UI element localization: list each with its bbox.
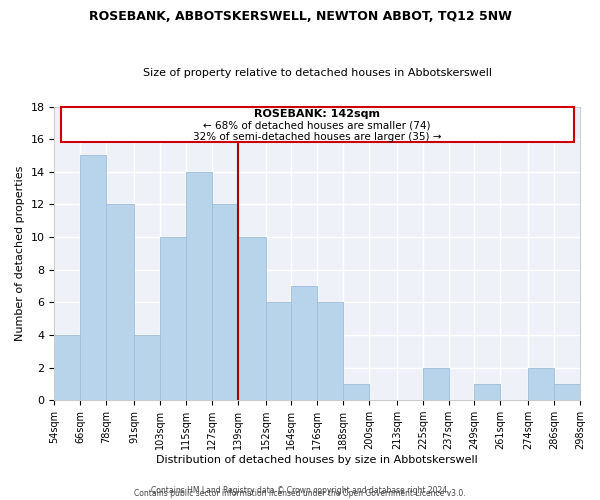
Bar <box>317 302 343 400</box>
Bar <box>55 335 80 400</box>
Y-axis label: Number of detached properties: Number of detached properties <box>15 166 25 341</box>
Bar <box>292 286 317 400</box>
Bar <box>106 204 134 400</box>
Title: Size of property relative to detached houses in Abbotskerswell: Size of property relative to detached ho… <box>143 68 492 78</box>
Text: ROSEBANK: 142sqm: ROSEBANK: 142sqm <box>254 109 380 119</box>
Bar <box>80 156 106 400</box>
Text: Contains HM Land Registry data © Crown copyright and database right 2024.: Contains HM Land Registry data © Crown c… <box>151 486 449 495</box>
Bar <box>186 172 212 400</box>
Bar <box>529 368 554 400</box>
Text: Contains public sector information licensed under the Open Government Licence v3: Contains public sector information licen… <box>134 488 466 498</box>
Text: 32% of semi-detached houses are larger (35) →: 32% of semi-detached houses are larger (… <box>193 132 442 141</box>
Bar <box>554 384 580 400</box>
Bar <box>160 237 186 400</box>
Text: ← 68% of detached houses are smaller (74): ← 68% of detached houses are smaller (74… <box>203 120 431 130</box>
Bar <box>266 302 292 400</box>
Bar <box>343 384 369 400</box>
Bar <box>212 204 238 400</box>
FancyBboxPatch shape <box>61 106 574 142</box>
Bar <box>134 335 160 400</box>
Bar <box>238 237 266 400</box>
Bar <box>475 384 500 400</box>
X-axis label: Distribution of detached houses by size in Abbotskerswell: Distribution of detached houses by size … <box>157 455 478 465</box>
Bar <box>423 368 449 400</box>
Text: ROSEBANK, ABBOTSKERSWELL, NEWTON ABBOT, TQ12 5NW: ROSEBANK, ABBOTSKERSWELL, NEWTON ABBOT, … <box>89 10 511 23</box>
